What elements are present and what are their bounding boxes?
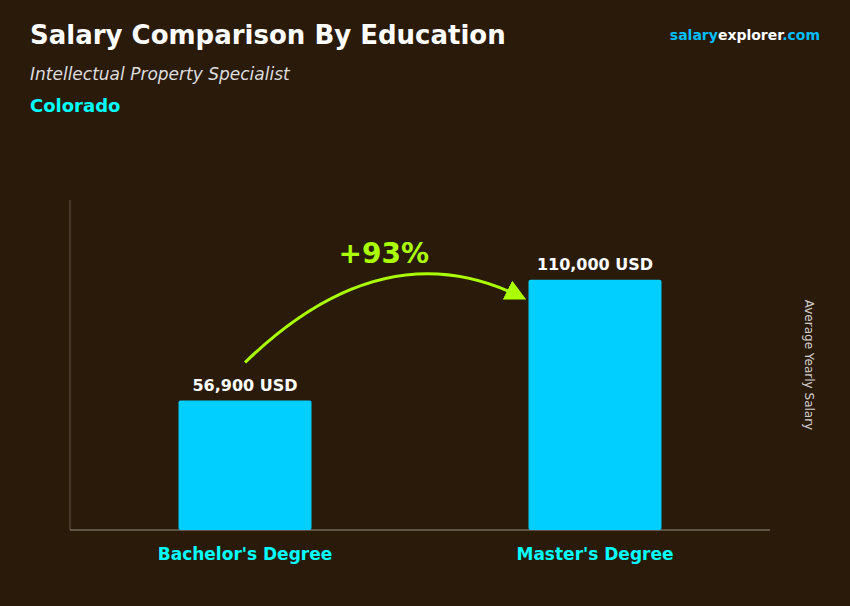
- chart: Salary Comparison By Education Intellectu…: [0, 0, 850, 606]
- y-axis-label: Average Yearly Salary: [802, 300, 816, 430]
- background: [0, 0, 850, 606]
- change-arrow: [245, 274, 523, 363]
- x-tick-label: Bachelor's Degree: [158, 544, 333, 564]
- watermark-part: .com: [782, 27, 820, 43]
- x-axis-line: [70, 530, 770, 531]
- bars: [179, 280, 662, 530]
- data-label: 56,900 USD: [192, 376, 297, 395]
- y-axis-line: [70, 200, 71, 530]
- bar: [529, 280, 662, 530]
- title: Salary Comparison By Education: [30, 20, 506, 50]
- watermark-part: salary: [670, 27, 718, 43]
- subtitle: Intellectual Property Specialist: [30, 64, 291, 84]
- location: Colorado: [30, 95, 120, 116]
- change-label: +93%: [339, 237, 429, 270]
- x-tick-label: Master's Degree: [516, 544, 673, 564]
- watermark-part: explorer: [718, 27, 784, 43]
- data-label: 110,000 USD: [537, 255, 653, 274]
- bar: [179, 401, 312, 530]
- watermark: salaryexplorer.com: [670, 27, 820, 43]
